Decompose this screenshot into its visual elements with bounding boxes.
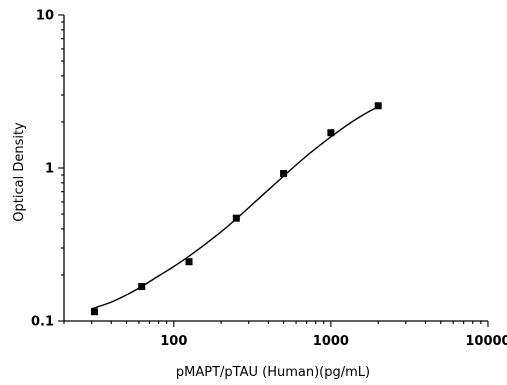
x-tick-label: 100 [160, 334, 187, 349]
data-point [185, 258, 193, 266]
data-point [232, 214, 240, 222]
y-tick-label: 1 [45, 162, 54, 177]
y-tick-label: 0.1 [31, 315, 54, 330]
data-point [90, 308, 98, 316]
data-point [327, 129, 335, 137]
data-point [138, 283, 146, 291]
data-point [280, 170, 288, 178]
plot-area: 0.1 1 10 100 1000 10000 [31, 9, 507, 350]
fitted-curve [91, 105, 379, 310]
y-axis-label: Optical Density [12, 122, 27, 222]
x-tick-label: 10000 [465, 334, 507, 349]
y-tick-label: 10 [36, 9, 54, 24]
x-tick-label: 1000 [313, 334, 349, 349]
x-axis-label: pMAPT/pTAU (Human)(pg/mL) [176, 365, 370, 380]
data-point [374, 102, 382, 110]
